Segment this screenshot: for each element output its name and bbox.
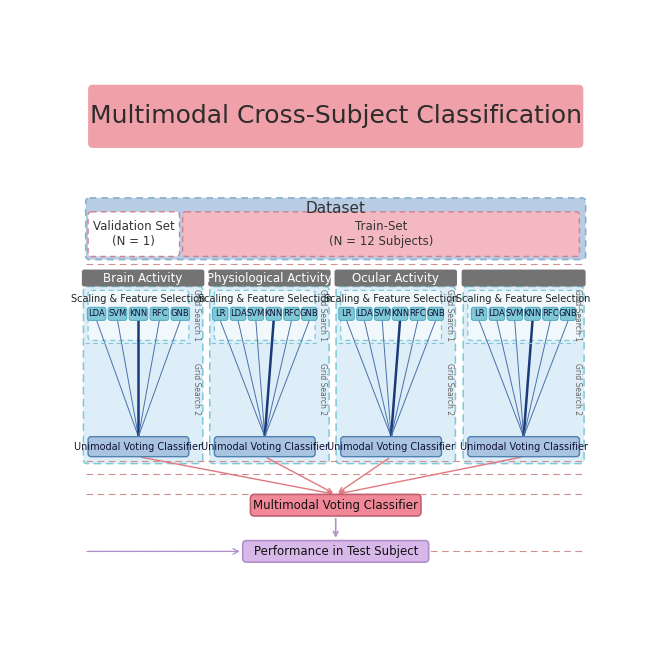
Text: LDA: LDA (88, 309, 105, 318)
Text: Unimodal Voting Classifier: Unimodal Voting Classifier (460, 441, 588, 452)
FancyBboxPatch shape (410, 307, 426, 320)
Text: Grid Search 2: Grid Search 2 (318, 362, 328, 415)
FancyBboxPatch shape (266, 307, 282, 320)
FancyBboxPatch shape (428, 307, 443, 320)
Text: GNB: GNB (300, 309, 319, 318)
FancyBboxPatch shape (561, 307, 576, 320)
Text: Train-Set
(N = 12 Subjects): Train-Set (N = 12 Subjects) (329, 220, 433, 248)
FancyBboxPatch shape (214, 290, 315, 341)
FancyBboxPatch shape (212, 307, 228, 320)
Text: Dataset: Dataset (306, 201, 365, 216)
FancyBboxPatch shape (341, 437, 441, 457)
FancyBboxPatch shape (150, 307, 169, 320)
Text: Grid Search 2: Grid Search 2 (445, 362, 454, 415)
FancyBboxPatch shape (108, 307, 127, 320)
Text: Unimodal Voting Classifier: Unimodal Voting Classifier (201, 441, 329, 452)
Text: KNN: KNN (523, 309, 542, 318)
Text: Grid Search 2: Grid Search 2 (573, 362, 582, 415)
Text: RFC: RFC (283, 309, 300, 318)
FancyBboxPatch shape (525, 307, 540, 320)
Text: LR: LR (215, 309, 225, 318)
FancyBboxPatch shape (88, 437, 189, 457)
Text: Scaling & Feature Selection: Scaling & Feature Selection (198, 294, 332, 304)
FancyBboxPatch shape (243, 540, 428, 562)
FancyBboxPatch shape (472, 307, 487, 320)
FancyBboxPatch shape (88, 290, 189, 341)
FancyBboxPatch shape (250, 495, 421, 516)
FancyBboxPatch shape (82, 270, 204, 286)
Text: LR: LR (341, 309, 352, 318)
Text: Scaling & Feature Selection: Scaling & Feature Selection (457, 294, 591, 304)
Text: Physiological Activity: Physiological Activity (207, 272, 331, 284)
FancyBboxPatch shape (392, 307, 408, 320)
FancyBboxPatch shape (183, 212, 580, 257)
Text: KNN: KNN (129, 309, 147, 318)
Text: Scaling & Feature Selection: Scaling & Feature Selection (71, 294, 206, 304)
Text: Grid Search 1: Grid Search 1 (192, 290, 201, 341)
FancyBboxPatch shape (129, 307, 148, 320)
Text: Grid Search 2: Grid Search 2 (192, 362, 201, 415)
Text: Validation Set
(N = 1): Validation Set (N = 1) (93, 220, 175, 248)
FancyBboxPatch shape (87, 307, 106, 320)
FancyBboxPatch shape (284, 307, 299, 320)
FancyBboxPatch shape (214, 437, 315, 457)
Text: LR: LR (474, 309, 484, 318)
FancyBboxPatch shape (231, 307, 246, 320)
Text: LDA: LDA (489, 309, 505, 318)
FancyBboxPatch shape (86, 198, 586, 259)
Text: Grid Search 1: Grid Search 1 (318, 290, 328, 341)
FancyBboxPatch shape (208, 270, 331, 286)
Text: RFC: RFC (151, 309, 168, 318)
Text: SVM: SVM (108, 309, 126, 318)
FancyBboxPatch shape (210, 286, 329, 464)
FancyBboxPatch shape (301, 307, 317, 320)
Text: Grid Search 1: Grid Search 1 (573, 290, 582, 341)
FancyBboxPatch shape (468, 290, 580, 341)
FancyBboxPatch shape (171, 307, 189, 320)
FancyBboxPatch shape (339, 307, 354, 320)
Text: GNB: GNB (559, 309, 578, 318)
Text: Multimodal Voting Classifier: Multimodal Voting Classifier (253, 498, 418, 512)
FancyBboxPatch shape (507, 307, 523, 320)
FancyBboxPatch shape (83, 286, 203, 464)
Text: Ocular Activity: Ocular Activity (352, 272, 440, 284)
FancyBboxPatch shape (463, 286, 584, 464)
Text: SVM: SVM (373, 309, 391, 318)
FancyBboxPatch shape (248, 307, 263, 320)
Text: RFC: RFC (542, 309, 559, 318)
FancyBboxPatch shape (462, 270, 586, 286)
FancyBboxPatch shape (88, 212, 179, 257)
Text: GNB: GNB (171, 309, 190, 318)
Text: LDA: LDA (356, 309, 373, 318)
Text: Scaling & Feature Selection: Scaling & Feature Selection (324, 294, 458, 304)
FancyBboxPatch shape (489, 307, 504, 320)
Text: GNB: GNB (426, 309, 445, 318)
Text: SVM: SVM (247, 309, 265, 318)
Text: Performance in Test Subject: Performance in Test Subject (253, 545, 418, 558)
Text: LDA: LDA (230, 309, 246, 318)
Text: SVM: SVM (506, 309, 524, 318)
Text: Unimodal Voting Classifier: Unimodal Voting Classifier (327, 441, 455, 452)
FancyBboxPatch shape (468, 437, 580, 457)
FancyBboxPatch shape (336, 286, 455, 464)
Text: Unimodal Voting Classifier: Unimodal Voting Classifier (75, 441, 202, 452)
FancyBboxPatch shape (356, 307, 372, 320)
FancyBboxPatch shape (542, 307, 558, 320)
Text: KNN: KNN (265, 309, 283, 318)
Text: RFC: RFC (409, 309, 426, 318)
Text: Grid Search 1: Grid Search 1 (445, 290, 454, 341)
FancyBboxPatch shape (375, 307, 390, 320)
Text: Multimodal Cross-Subject Classification: Multimodal Cross-Subject Classification (90, 104, 582, 128)
FancyBboxPatch shape (335, 270, 457, 286)
FancyBboxPatch shape (341, 290, 441, 341)
Text: KNN: KNN (391, 309, 409, 318)
FancyBboxPatch shape (88, 84, 584, 148)
Text: Brain Activity: Brain Activity (103, 272, 183, 284)
